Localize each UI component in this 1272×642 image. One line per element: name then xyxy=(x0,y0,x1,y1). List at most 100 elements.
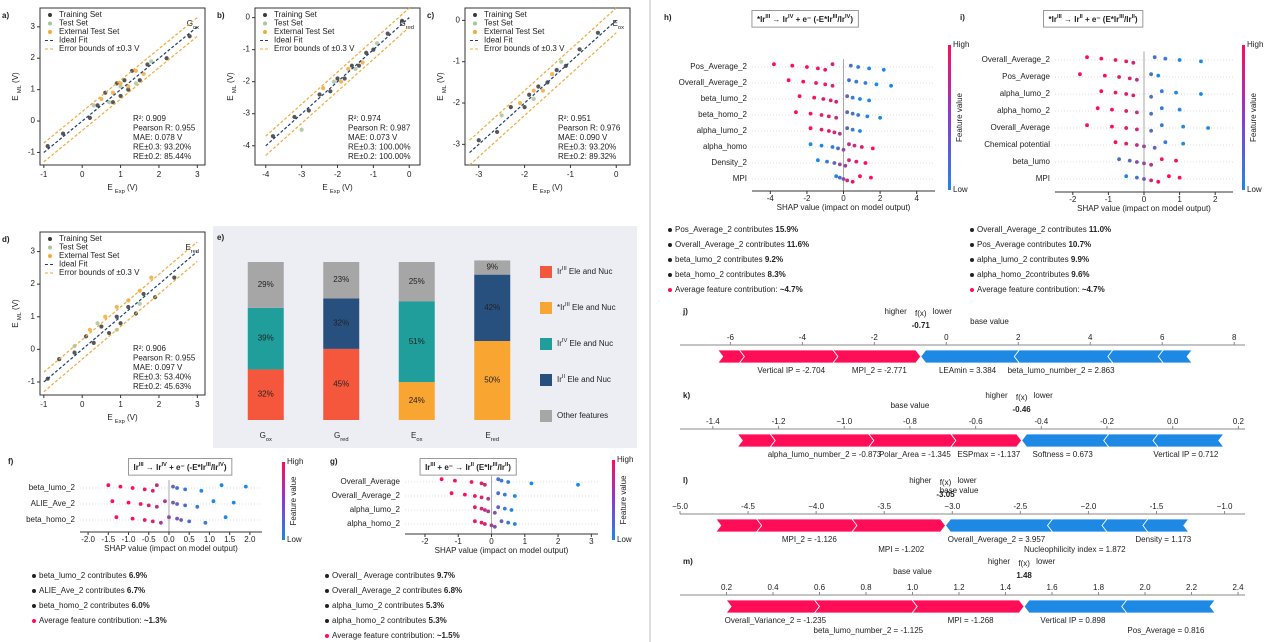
legend-label: Training Set xyxy=(59,10,103,19)
shap-point xyxy=(867,98,872,103)
feature-label: MPI = -1.268 xyxy=(948,616,995,625)
bar-segment xyxy=(398,382,435,420)
note-text: Average feature contribution: ~4.7% xyxy=(675,285,803,294)
shap-point xyxy=(812,95,817,100)
data-point xyxy=(499,113,504,118)
y-tick-label: -3 xyxy=(453,139,461,148)
feature-label: alpha_lumo_2 xyxy=(350,505,401,514)
shap-point xyxy=(826,129,831,133)
bullet xyxy=(32,619,36,623)
legend-label: Error bounds of ±0.3 V xyxy=(59,44,140,53)
x-tick-label: -6 xyxy=(727,333,735,342)
shap-point xyxy=(502,492,507,497)
bar-segment xyxy=(474,260,511,275)
data-point xyxy=(110,90,116,95)
bullet xyxy=(970,288,974,292)
plot-frame xyxy=(39,231,206,396)
shap-point xyxy=(529,481,534,486)
shap-point xyxy=(815,158,820,163)
data-point xyxy=(118,81,123,86)
note-text: Overall_Average_2 contributes 11.0% xyxy=(977,225,1111,234)
x-tick-label: 1.0 xyxy=(907,583,919,592)
shap-point xyxy=(801,79,806,84)
shap-point xyxy=(1099,89,1104,94)
shap-point xyxy=(479,520,484,525)
shap-point xyxy=(1174,90,1178,95)
shap-point xyxy=(863,81,868,85)
force-segment xyxy=(1047,518,1108,533)
title-box xyxy=(128,458,233,476)
x-tick-label: 0 xyxy=(614,170,619,179)
data-point xyxy=(559,59,564,64)
shap-point xyxy=(1142,144,1146,149)
data-point xyxy=(353,66,358,71)
shap-point xyxy=(878,115,882,120)
data-point xyxy=(531,88,536,93)
shap-point xyxy=(850,111,855,116)
shap-point xyxy=(199,488,204,493)
shap-point xyxy=(1124,126,1129,130)
shap-point xyxy=(1181,124,1186,129)
shap-point xyxy=(506,480,511,484)
shap-point xyxy=(203,520,208,525)
shap-point xyxy=(187,519,192,524)
x-tick-label: 0 xyxy=(489,537,494,546)
metric-text: Pearson R: 0.976 xyxy=(558,124,621,133)
y-tick-label: -2 xyxy=(243,77,251,86)
shap-point xyxy=(834,115,839,120)
x-tick-label: 2.4 xyxy=(1232,583,1244,592)
shap-point xyxy=(1124,59,1129,64)
panel-title: IrIII → IrIV + e⁻ (-E*IrIII/IrIV) xyxy=(134,462,227,473)
y-tick-label: 3 xyxy=(31,247,36,256)
legend-label: Test Set xyxy=(59,19,89,28)
x-tick-label: 2.0 xyxy=(1139,583,1151,592)
y-tick-label: 0 xyxy=(246,13,251,22)
x-axis-label: SHAP value (impact on model output) xyxy=(777,203,911,212)
metric-text: RE±0.2: 89.32% xyxy=(558,152,616,161)
metric-text: RE±0.2: 45.63% xyxy=(133,382,191,391)
shap-point xyxy=(496,505,501,510)
note-text: beta_lumo_2 contributes 9.2% xyxy=(675,255,783,264)
shap-point xyxy=(171,484,175,489)
shap-point xyxy=(1131,60,1136,65)
y-tick-label: 1 xyxy=(31,85,36,94)
x-tick-label: 1 xyxy=(523,537,528,546)
fit-line xyxy=(469,7,617,166)
bar-value-label: 45% xyxy=(333,380,349,389)
bullet xyxy=(32,589,36,593)
data-point xyxy=(114,304,119,310)
feature-label: Overall_Variance_2 = -1.235 xyxy=(725,616,827,625)
shap-point xyxy=(126,500,131,505)
shap-point xyxy=(150,488,155,493)
colorbar-title: Feature value xyxy=(955,92,964,141)
data-point xyxy=(385,31,390,36)
feature-label: beta_lumo_number_2 = -1.125 xyxy=(814,626,924,635)
plot-frame xyxy=(464,7,631,166)
data-point xyxy=(60,131,66,136)
data-point xyxy=(126,84,131,89)
shap-point xyxy=(1134,110,1139,115)
shap-point xyxy=(823,82,828,87)
shap-point xyxy=(786,78,791,83)
bullet xyxy=(325,574,329,578)
bar-value-label: 24% xyxy=(409,396,425,405)
data-point xyxy=(321,86,326,91)
shap-point xyxy=(856,65,861,69)
x-tick-label: 0 xyxy=(80,170,85,179)
shap-point xyxy=(889,83,893,88)
shap-point xyxy=(1149,111,1154,116)
bullet xyxy=(325,619,329,623)
legend-label: Test Set xyxy=(59,243,89,252)
bar-value-label: 39% xyxy=(258,334,274,343)
bullet xyxy=(32,574,36,578)
shap-point xyxy=(1099,56,1104,61)
x-tick-label: 0.2 xyxy=(1233,417,1245,426)
shap-point xyxy=(223,515,228,520)
panel-title: *IrIII → IrII + e⁻ (E*IrIII/IrII) xyxy=(1049,14,1138,25)
y-axis-label: E ML (V) xyxy=(11,299,22,328)
fx-value: -0.71 xyxy=(912,321,931,330)
legend-label: Ideal Fit xyxy=(59,260,88,269)
shap-point xyxy=(1134,143,1139,147)
legend-label: External Test Set xyxy=(274,27,335,36)
